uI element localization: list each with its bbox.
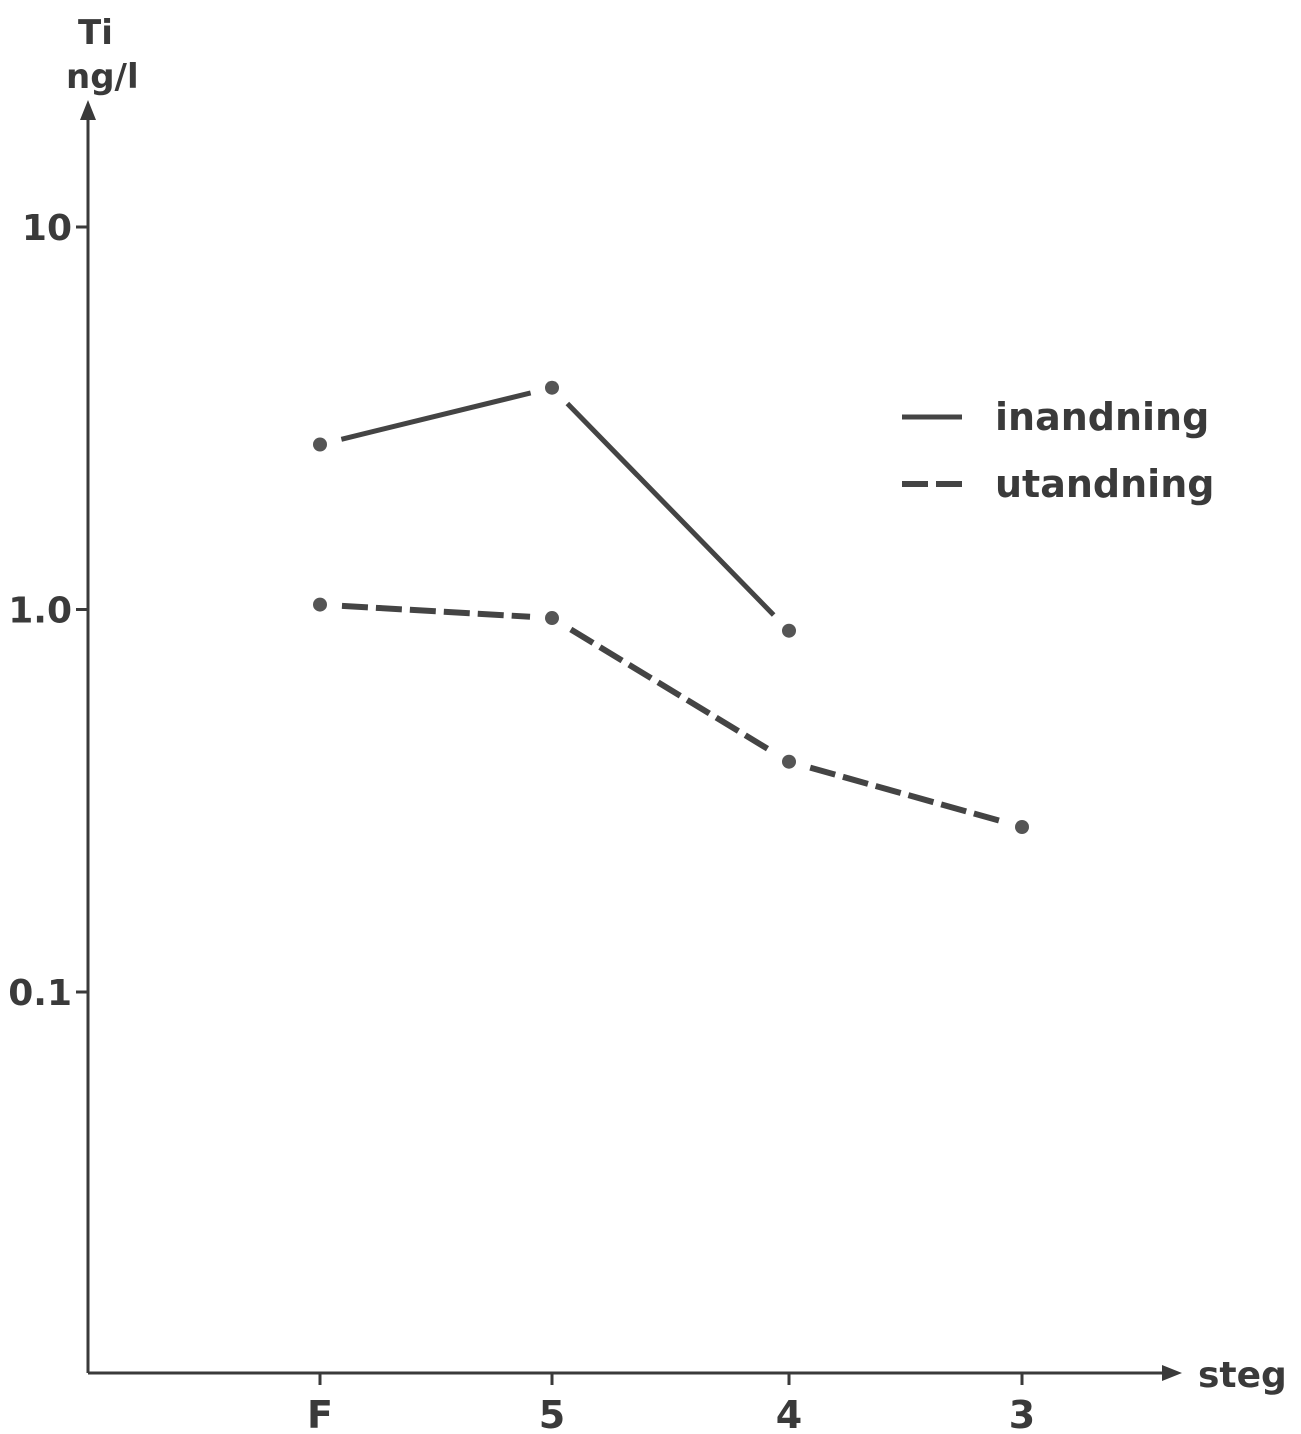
series-inandning-segment-0	[340, 390, 532, 442]
series-inandning-point-2	[782, 623, 796, 638]
x-tick-label-1: 5	[539, 1393, 565, 1434]
y-tick-label-0: 10	[22, 208, 72, 249]
series-utandning-segment-2	[809, 764, 1002, 824]
y-tick-label-1: 1.0	[8, 591, 72, 632]
y-axis-arrow	[80, 100, 96, 120]
series-inandning-segment-1	[565, 401, 776, 617]
x-axis-arrow	[1162, 1365, 1182, 1381]
legend: inandning utandning	[902, 395, 1214, 506]
series-utandning-point-3	[1015, 820, 1029, 835]
series-layer	[313, 380, 1029, 835]
series-utandning-point-0	[313, 597, 327, 612]
series-utandning-segment-0	[341, 602, 531, 620]
series-utandning-segment-1	[569, 626, 772, 753]
x-tick-label-3: 3	[1009, 1393, 1035, 1434]
x-tick-label-0: F	[307, 1393, 333, 1434]
y-tick-label-2: 0.1	[8, 973, 72, 1014]
x-tick-label-2: 4	[776, 1393, 802, 1434]
legend-label-utandning: utandning	[995, 462, 1214, 506]
y-axis-label-line2: ng/l	[66, 57, 139, 97]
series-utandning-point-2	[782, 754, 796, 769]
ticks-layer: 10 1.0 0.1 F 5 4 3	[8, 208, 1035, 1434]
series-inandning-point-1	[545, 380, 559, 395]
series-utandning-point-1	[545, 611, 559, 626]
legend-label-inandning: inandning	[995, 395, 1209, 439]
y-axis-label-line1: Ti	[78, 13, 113, 53]
x-axis-label: steg	[1198, 1355, 1287, 1396]
series-inandning-point-0	[313, 437, 327, 452]
